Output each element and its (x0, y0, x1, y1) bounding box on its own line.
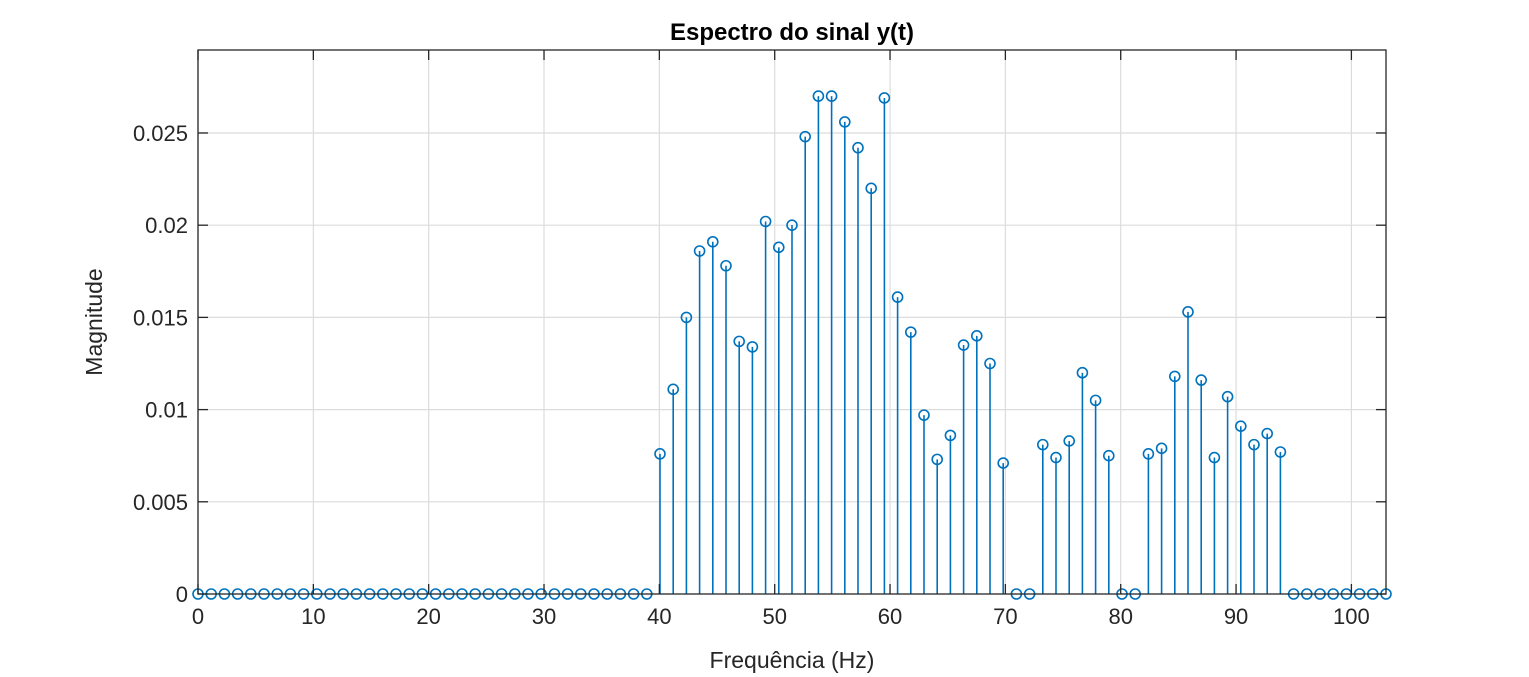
stem-marker (1089, 394, 1102, 407)
stem-marker (1261, 427, 1273, 440)
stem-marker (1182, 306, 1194, 318)
stem-marker (1063, 435, 1075, 447)
x-tick-label: 60 (878, 604, 902, 629)
tick-marks (197, 50, 1386, 595)
stem-marker (1076, 366, 1089, 379)
stem-marker (654, 448, 666, 460)
x-tick-label: 90 (1224, 604, 1248, 629)
stem-marker (720, 259, 732, 272)
x-tick-label: 10 (301, 604, 325, 629)
x-tick-label: 100 (1333, 604, 1370, 629)
stem-marker (799, 130, 811, 143)
stem-marker (667, 383, 680, 396)
x-tick-label: 50 (762, 604, 786, 629)
stem-marker (852, 141, 864, 154)
stem-marker (970, 330, 983, 342)
stem-marker (1142, 448, 1155, 460)
stem-marker (957, 339, 970, 351)
x-tick-label: 80 (1108, 604, 1132, 629)
stem-marker (773, 241, 785, 254)
y-tick-label: 0 (176, 582, 188, 607)
x-tick-label: 40 (647, 604, 671, 629)
stem-marker (878, 92, 891, 104)
y-tick-label: 0.02 (145, 213, 188, 238)
stem-marker (786, 219, 798, 231)
stem-marker (706, 235, 719, 248)
x-tick-labels: 0 10 20 30 40 50 60 70 80 90 100 (192, 604, 1370, 629)
stem-marker (1103, 449, 1115, 462)
y-tick-label: 0.005 (133, 490, 188, 515)
stem-marker (1036, 438, 1049, 451)
stem-marker (839, 116, 851, 128)
stem-marker (1274, 446, 1287, 458)
y-tick-label: 0.01 (145, 398, 188, 423)
stem-marker (1050, 451, 1062, 464)
stem-marker (1155, 442, 1168, 455)
stem-marker (865, 182, 878, 195)
stem-marker (984, 357, 996, 370)
stem-marker (680, 311, 693, 324)
x-tick-label: 0 (192, 604, 204, 629)
stem-marker (1248, 438, 1260, 451)
stem-marker (693, 245, 706, 257)
x-axis-label: Frequência (Hz) (710, 647, 875, 673)
axes-box (197, 49, 1387, 595)
stem-marker (1169, 370, 1181, 383)
stem-marker (997, 457, 1009, 469)
stem-marker (1234, 420, 1247, 432)
stem-marker (891, 291, 904, 303)
x-tick-label: 20 (416, 604, 440, 629)
stem-marker (1221, 390, 1234, 403)
stem-marker (904, 326, 917, 338)
stem-marker (733, 335, 745, 348)
x-tick-label: 70 (993, 604, 1017, 629)
stem-marker (825, 90, 838, 102)
y-tick-label: 0.015 (133, 305, 188, 330)
stem-marker (918, 409, 930, 421)
stem-marker (944, 429, 957, 442)
stem-marker (746, 341, 759, 353)
stem-marker (1195, 374, 1208, 386)
stem-marker (1208, 451, 1221, 464)
stem-marker (812, 90, 825, 102)
stem-marker (759, 215, 772, 228)
x-tick-label: 30 (532, 604, 556, 629)
stem-marker (931, 453, 944, 466)
y-tick-labels: 0 0.005 0.01 0.015 0.02 0.025 (133, 121, 188, 607)
y-axis-label: Magnitude (81, 268, 107, 375)
y-tick-label: 0.025 (133, 121, 188, 146)
chart-title: Espectro do sinal y(t) (670, 19, 914, 46)
